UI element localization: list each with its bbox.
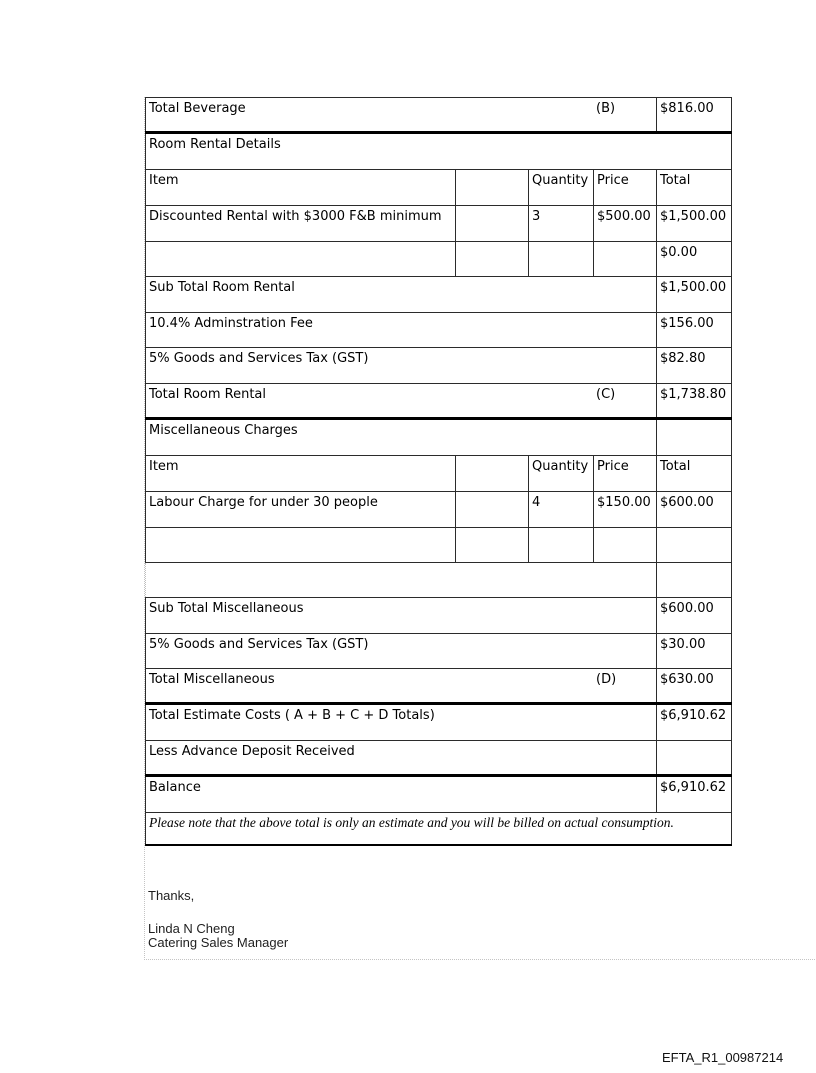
cell-amount: $6,910.62 bbox=[656, 777, 732, 812]
cell-amount: $30.00 bbox=[656, 634, 732, 668]
cell-amount: $600.00 bbox=[656, 598, 732, 633]
row-less-deposit: Less Advance Deposit Received bbox=[145, 741, 732, 777]
cell-amount: $156.00 bbox=[656, 313, 732, 347]
cell-quantity bbox=[528, 528, 593, 562]
cell-code: (D) bbox=[596, 672, 617, 687]
cell-header-quantity: Quantity bbox=[528, 456, 593, 491]
row-gst-misc: 5% Goods and Services Tax (GST) $30.00 bbox=[145, 634, 732, 669]
cell-price bbox=[593, 528, 656, 562]
cell-header-price: Price bbox=[593, 456, 656, 491]
row-empty-misc-item bbox=[145, 528, 732, 563]
cell-total: $600.00 bbox=[656, 492, 732, 527]
cell-quantity: 4 bbox=[528, 492, 593, 527]
cell-section-title: Room Rental Details bbox=[145, 134, 732, 169]
cell-blank bbox=[455, 206, 528, 241]
cell-price: $150.00 bbox=[593, 492, 656, 527]
cell-blank bbox=[455, 492, 528, 527]
cell-amount: $6,910.62 bbox=[656, 705, 732, 740]
cell-label: Less Advance Deposit Received bbox=[145, 741, 656, 774]
cell-amount: $1,500.00 bbox=[656, 277, 732, 312]
row-misc-charges: Miscellaneous Charges bbox=[145, 420, 732, 456]
cell-label: Sub Total Room Rental bbox=[145, 277, 656, 312]
cell-header-item: Item bbox=[145, 170, 455, 205]
row-total-misc: Total Miscellaneous (D) $630.00 bbox=[145, 669, 732, 705]
cell-amount bbox=[656, 741, 732, 774]
cell-blank bbox=[656, 420, 732, 455]
cell-label: Total Beverage bbox=[145, 98, 593, 131]
row-header-room-rental: Item Quantity Price Total bbox=[145, 170, 732, 206]
cell-amount: $630.00 bbox=[656, 669, 732, 702]
cell-quantity: 3 bbox=[528, 206, 593, 241]
row-admin-fee: 10.4% Adminstration Fee $156.00 bbox=[145, 313, 732, 348]
cell-item bbox=[145, 528, 455, 562]
cell-blank bbox=[455, 528, 528, 562]
cell-item bbox=[145, 242, 455, 276]
row-sub-total-misc: Sub Total Miscellaneous $600.00 bbox=[145, 598, 732, 634]
cell-total: $0.00 bbox=[656, 242, 732, 276]
row-total-estimate: Total Estimate Costs ( A + B + C + D Tot… bbox=[145, 705, 732, 741]
cell-header-blank bbox=[455, 170, 528, 205]
cell-amount: $816.00 bbox=[656, 98, 732, 131]
signature-thanks: Thanks, bbox=[148, 888, 195, 903]
cell-blank bbox=[455, 242, 528, 276]
cell-total: $1,500.00 bbox=[656, 206, 732, 241]
cell-code: (C) bbox=[596, 387, 616, 402]
cell-section-title: Miscellaneous Charges bbox=[145, 420, 656, 455]
row-balance: Balance $6,910.62 bbox=[145, 777, 732, 813]
cell-code: (B) bbox=[596, 101, 616, 116]
signature-title: Catering Sales Manager bbox=[148, 935, 289, 950]
estimate-note: Please note that the above total is only… bbox=[145, 813, 732, 844]
estimate-table: Total Beverage (B) $816.00 Room Rental D… bbox=[145, 97, 732, 846]
cell-quantity bbox=[528, 242, 593, 276]
cell-amount: $82.80 bbox=[656, 348, 732, 383]
row-total-beverage: Total Beverage (B) $816.00 bbox=[145, 98, 732, 134]
cell-label: 10.4% Adminstration Fee bbox=[145, 313, 656, 347]
cell-blank bbox=[656, 563, 732, 597]
cell-label: Total Estimate Costs ( A + B + C + D Tot… bbox=[145, 705, 656, 740]
cell-blank bbox=[145, 563, 656, 597]
row-labour-charge: Labour Charge for under 30 people 4 $150… bbox=[145, 492, 732, 528]
row-spacer bbox=[145, 563, 732, 598]
row-sub-total-room-rental: Sub Total Room Rental $1,500.00 bbox=[145, 277, 732, 313]
cell-header-total: Total bbox=[656, 170, 732, 205]
cell-header-blank bbox=[455, 456, 528, 491]
cell-header-price: Price bbox=[593, 170, 656, 205]
cell-label: 5% Goods and Services Tax (GST) bbox=[145, 348, 656, 383]
cell-header-quantity: Quantity bbox=[528, 170, 593, 205]
row-gst-room: 5% Goods and Services Tax (GST) $82.80 bbox=[145, 348, 732, 384]
row-total-room-rental: Total Room Rental (C) $1,738.80 bbox=[145, 384, 732, 420]
cell-item: Discounted Rental with $3000 F&B minimum bbox=[145, 206, 455, 241]
cell-header-item: Item bbox=[145, 456, 455, 491]
row-room-rental-details: Room Rental Details bbox=[145, 134, 732, 170]
cell-label: 5% Goods and Services Tax (GST) bbox=[145, 634, 656, 668]
row-empty-rental-item: $0.00 bbox=[145, 242, 732, 277]
cell-header-total: Total bbox=[656, 456, 732, 491]
document-code: EFTA_R1_00987214 bbox=[662, 1050, 784, 1065]
cell-price bbox=[593, 242, 656, 276]
cell-amount: $1,738.80 bbox=[656, 384, 732, 417]
row-header-misc: Item Quantity Price Total bbox=[145, 456, 732, 492]
signature-name: Linda N Cheng bbox=[148, 921, 235, 936]
cell-total bbox=[656, 528, 732, 562]
cell-price: $500.00 bbox=[593, 206, 656, 241]
cell-item: Labour Charge for under 30 people bbox=[145, 492, 455, 527]
cell-label: Sub Total Miscellaneous bbox=[145, 598, 656, 633]
cell-label: Total Room Rental bbox=[145, 384, 593, 417]
row-discounted-rental: Discounted Rental with $3000 F&B minimum… bbox=[145, 206, 732, 242]
cell-label: Total Miscellaneous bbox=[145, 669, 593, 702]
cell-label: Balance bbox=[145, 777, 656, 812]
row-note: Please note that the above total is only… bbox=[145, 813, 732, 844]
signature-block: Thanks, Linda N Cheng Catering Sales Man… bbox=[145, 846, 725, 950]
